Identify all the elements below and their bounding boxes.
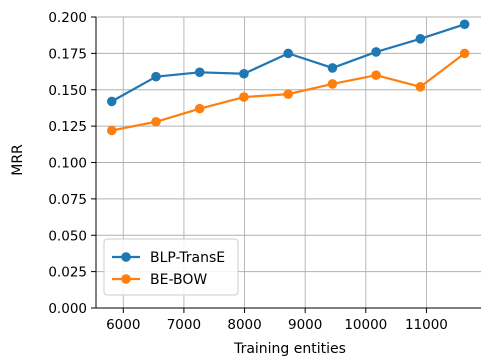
legend-marker-be-bow — [121, 274, 131, 284]
legend-label-be-bow: BE-BOW — [150, 272, 207, 288]
y-tick-label: 0.050 — [48, 228, 87, 244]
y-tick-label: 0.200 — [48, 10, 87, 26]
y-axis-label: MRR — [10, 144, 26, 176]
data-point-be-bow — [327, 79, 338, 89]
data-point-blp-transe — [106, 96, 117, 107]
data-point-be-bow — [415, 82, 426, 92]
y-tick-label: 0.125 — [48, 119, 87, 135]
y-tick-label: 0.100 — [48, 156, 87, 172]
data-point-blp-transe — [415, 34, 426, 44]
y-tick-label: 0.075 — [48, 192, 87, 208]
data-point-be-bow — [283, 89, 293, 99]
legend-marker-blp-transe — [121, 252, 131, 262]
data-point-blp-transe — [151, 71, 161, 82]
x-tick-label: 8000 — [227, 317, 261, 333]
y-tick-label: 0.025 — [48, 265, 87, 281]
data-point-be-bow — [239, 92, 249, 102]
x-tick-label: 6000 — [106, 317, 140, 333]
data-point-be-bow — [459, 48, 470, 59]
x-tick-label: 9000 — [288, 317, 322, 333]
x-axis-label: Training entities — [233, 341, 346, 357]
y-ticks: 0.000 0.025 0.050 0.075 0.100 0.125 0.150 0.175… — [48, 10, 96, 317]
x-tick-label: 10000 — [344, 317, 387, 333]
x-ticks: 6000 7000 8000 9000 10000 11000 — [106, 308, 448, 333]
data-point-blp-transe — [194, 67, 205, 78]
data-point-blp-transe — [371, 47, 381, 57]
data-point-blp-transe — [459, 19, 470, 30]
y-tick-label: 0.150 — [48, 83, 87, 99]
legend-box — [103, 238, 239, 296]
legend-label-blp-transe: BLP-TransE — [150, 250, 225, 266]
x-tick-label: 7000 — [167, 317, 201, 333]
y-tick-label: 0.175 — [48, 46, 87, 62]
x-tick-label: 11000 — [405, 317, 448, 333]
data-point-blp-transe — [239, 68, 249, 79]
data-point-be-bow — [151, 116, 161, 127]
series-layer — [106, 19, 470, 136]
data-point-be-bow — [194, 103, 205, 114]
legend: BLP-TransE BE-BOW — [103, 238, 239, 296]
data-point-be-bow — [106, 125, 117, 136]
data-point-blp-transe — [327, 63, 338, 73]
data-point-blp-transe — [283, 48, 293, 59]
y-tick-label: 0.000 — [48, 301, 87, 317]
data-point-be-bow — [371, 70, 381, 80]
